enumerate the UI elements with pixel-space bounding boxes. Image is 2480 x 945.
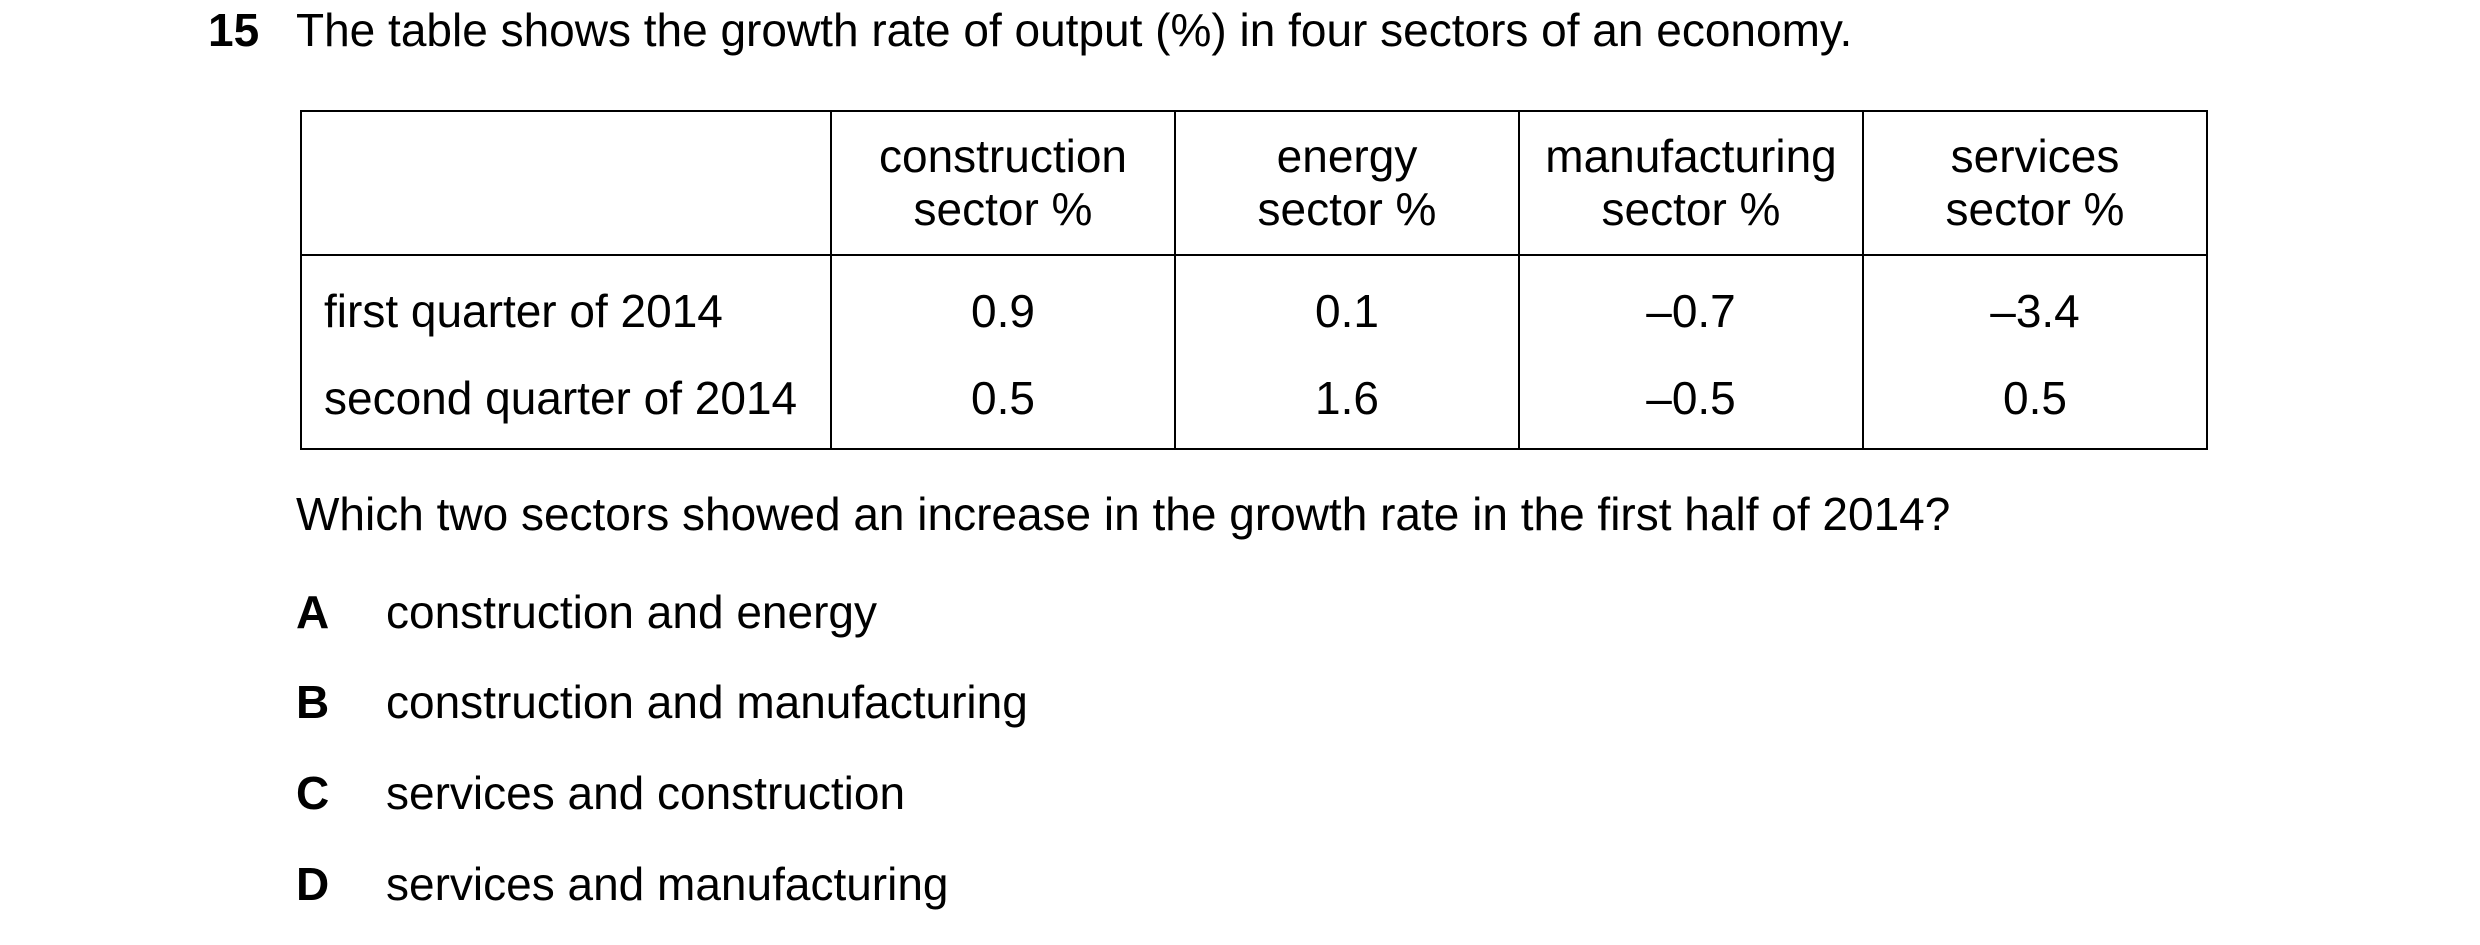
column-header-line: sector %	[1945, 183, 2125, 235]
option-text: services and construction	[386, 767, 906, 819]
column-header-line: manufacturing	[1545, 130, 1837, 182]
table-cell: 0.5	[1862, 366, 2208, 450]
question-number: 15	[208, 4, 260, 56]
column-header-line: energy	[1276, 130, 1418, 182]
table-cell: 0.1	[1174, 255, 1520, 366]
option-text: services and manufacturing	[386, 858, 949, 910]
question-prompt: Which two sectors showed an increase in …	[296, 488, 1951, 540]
option-letter: C	[296, 767, 330, 819]
column-header-line: sector %	[1601, 183, 1781, 235]
option-text: construction and energy	[386, 586, 877, 638]
option-letter: A	[296, 586, 330, 638]
row-label: second quarter of 2014	[300, 366, 832, 450]
option-letter: B	[296, 676, 330, 728]
row-label: first quarter of 2014	[300, 255, 832, 366]
column-header-energy: energy sector %	[1174, 110, 1520, 256]
column-header-construction: construction sector %	[830, 110, 1176, 256]
table-header-row: construction sector % energy sector % ma…	[300, 110, 2208, 256]
option-letter: D	[296, 858, 330, 910]
table-cell: 1.6	[1174, 366, 1520, 450]
growth-rate-table: construction sector % energy sector % ma…	[300, 110, 2208, 450]
column-header-line: sector %	[913, 183, 1093, 235]
option-text: construction and manufacturing	[386, 676, 1028, 728]
table-cell: –0.7	[1518, 255, 1864, 366]
column-header-services: services sector %	[1862, 110, 2208, 256]
column-header-manufacturing: manufacturing sector %	[1518, 110, 1864, 256]
table-row-second-quarter: second quarter of 2014 0.5 1.6 –0.5 0.5	[300, 366, 2208, 450]
table-row-first-quarter: first quarter of 2014 0.9 0.1 –0.7 –3.4	[300, 255, 2208, 366]
column-header-line: construction	[878, 130, 1127, 182]
question-stem: The table shows the growth rate of outpu…	[296, 4, 1853, 56]
column-header-line: services	[1950, 130, 2120, 182]
table-cell: 0.9	[830, 255, 1176, 366]
column-header-line: sector %	[1257, 183, 1437, 235]
table-cell: –3.4	[1862, 255, 2208, 366]
table-cell: –0.5	[1518, 366, 1864, 450]
table-corner-cell	[300, 110, 832, 256]
table-cell: 0.5	[830, 366, 1176, 450]
